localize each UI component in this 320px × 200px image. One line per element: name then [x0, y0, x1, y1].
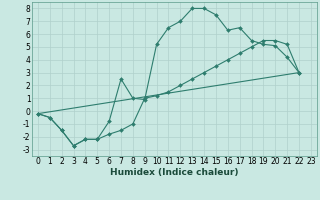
X-axis label: Humidex (Indice chaleur): Humidex (Indice chaleur) [110, 168, 239, 177]
